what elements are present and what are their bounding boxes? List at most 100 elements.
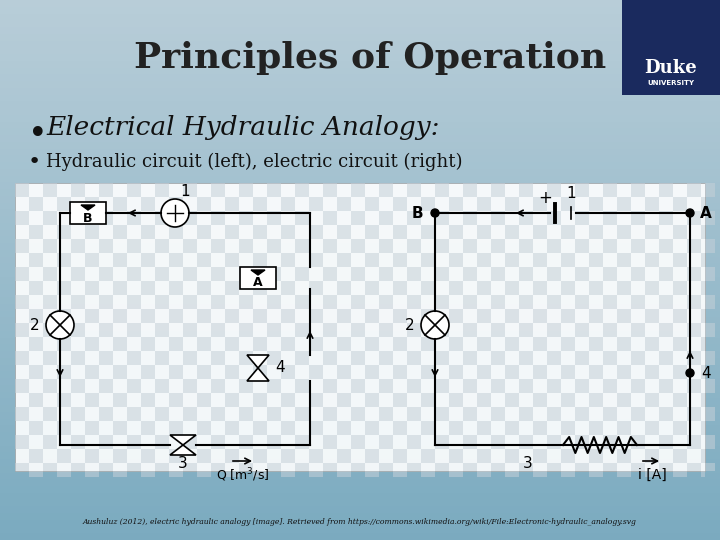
Polygon shape [113, 471, 127, 477]
Polygon shape [421, 309, 435, 323]
Polygon shape [519, 239, 533, 253]
Text: Aushuluz (2012), electric hydraulic analogy [image]. Retrieved from https://comm: Aushuluz (2012), electric hydraulic anal… [83, 518, 637, 526]
Polygon shape [183, 323, 197, 337]
Polygon shape [491, 211, 505, 225]
Polygon shape [295, 295, 309, 309]
Polygon shape [43, 435, 57, 449]
Polygon shape [0, 135, 720, 141]
Polygon shape [351, 267, 365, 281]
Polygon shape [547, 407, 561, 421]
Polygon shape [0, 297, 720, 303]
Polygon shape [71, 435, 85, 449]
Polygon shape [407, 407, 421, 421]
Polygon shape [155, 295, 169, 309]
Polygon shape [0, 263, 720, 270]
Polygon shape [645, 281, 659, 295]
Polygon shape [547, 379, 561, 393]
Polygon shape [673, 309, 687, 323]
Polygon shape [85, 225, 99, 239]
Polygon shape [267, 351, 281, 365]
Polygon shape [295, 267, 309, 281]
Polygon shape [309, 337, 323, 351]
Polygon shape [295, 183, 309, 197]
Polygon shape [141, 281, 155, 295]
Polygon shape [211, 295, 225, 309]
Polygon shape [113, 393, 127, 407]
Polygon shape [57, 197, 71, 211]
Polygon shape [267, 239, 281, 253]
Polygon shape [0, 384, 720, 391]
Polygon shape [197, 281, 211, 295]
Polygon shape [225, 225, 239, 239]
Polygon shape [0, 27, 720, 33]
Polygon shape [463, 407, 477, 421]
Polygon shape [365, 197, 379, 211]
Polygon shape [239, 379, 253, 393]
Polygon shape [99, 239, 113, 253]
Polygon shape [155, 239, 169, 253]
Polygon shape [705, 407, 715, 421]
Polygon shape [687, 239, 701, 253]
Polygon shape [281, 449, 295, 463]
Polygon shape [113, 225, 127, 239]
Polygon shape [701, 309, 705, 323]
Polygon shape [631, 295, 645, 309]
Polygon shape [379, 463, 393, 471]
Polygon shape [155, 323, 169, 337]
Polygon shape [253, 365, 267, 379]
Polygon shape [309, 365, 323, 379]
Polygon shape [365, 365, 379, 379]
Polygon shape [0, 351, 720, 357]
Polygon shape [705, 435, 715, 449]
Polygon shape [169, 197, 183, 211]
Polygon shape [603, 183, 617, 197]
Polygon shape [323, 267, 337, 281]
Polygon shape [0, 0, 720, 6]
Polygon shape [449, 309, 463, 323]
Polygon shape [85, 281, 99, 295]
Polygon shape [0, 33, 720, 40]
Polygon shape [57, 281, 71, 295]
Polygon shape [477, 337, 491, 351]
Polygon shape [141, 309, 155, 323]
Polygon shape [0, 40, 720, 47]
Polygon shape [631, 379, 645, 393]
Bar [70, 202, 106, 224]
Polygon shape [295, 435, 309, 449]
Polygon shape [0, 399, 720, 405]
Polygon shape [99, 379, 113, 393]
Polygon shape [0, 459, 720, 465]
Polygon shape [29, 393, 43, 407]
Polygon shape [505, 309, 519, 323]
Text: UNIVERSITY: UNIVERSITY [647, 80, 695, 86]
Polygon shape [127, 379, 141, 393]
Polygon shape [239, 323, 253, 337]
Polygon shape [561, 309, 575, 323]
Polygon shape [0, 418, 720, 426]
Polygon shape [491, 295, 505, 309]
Polygon shape [407, 351, 421, 365]
Polygon shape [463, 267, 477, 281]
Polygon shape [631, 323, 645, 337]
Polygon shape [267, 463, 281, 471]
Circle shape [686, 369, 694, 377]
Polygon shape [43, 267, 57, 281]
Polygon shape [85, 253, 99, 267]
Polygon shape [323, 407, 337, 421]
Polygon shape [449, 337, 463, 351]
Polygon shape [29, 225, 43, 239]
Polygon shape [351, 435, 365, 449]
Polygon shape [253, 197, 267, 211]
Polygon shape [281, 197, 295, 211]
Polygon shape [337, 281, 351, 295]
Polygon shape [170, 435, 196, 445]
Polygon shape [463, 183, 477, 197]
Polygon shape [449, 449, 463, 463]
Polygon shape [575, 435, 589, 449]
Polygon shape [0, 472, 720, 480]
Polygon shape [0, 465, 720, 472]
Polygon shape [0, 195, 720, 202]
Text: B: B [411, 206, 423, 220]
Polygon shape [547, 239, 561, 253]
Polygon shape [71, 211, 85, 225]
